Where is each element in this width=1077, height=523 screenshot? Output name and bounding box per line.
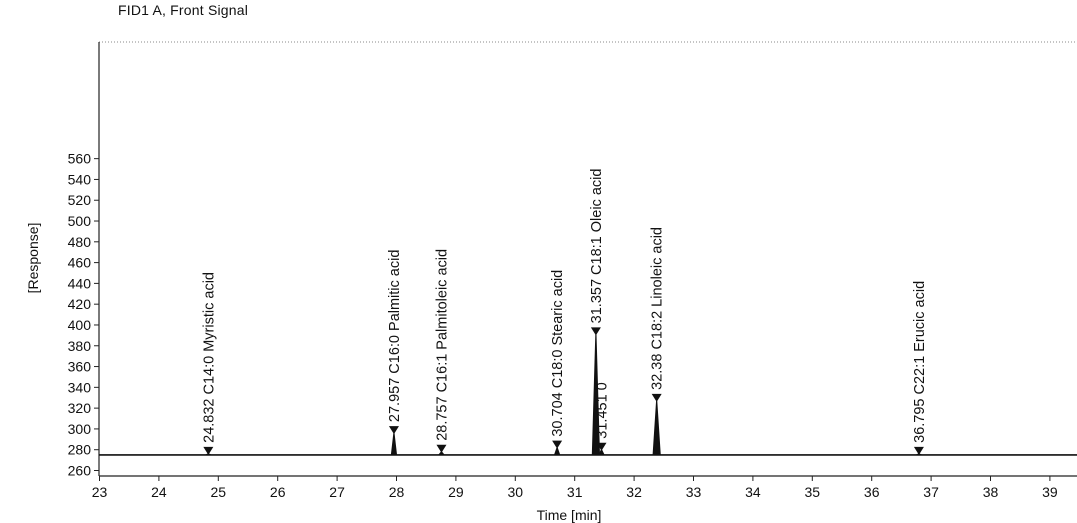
peak-4 (591, 334, 601, 456)
peak-6 (652, 400, 661, 456)
x-tick-label: 39 (1042, 484, 1058, 500)
peak-marker-4 (590, 327, 601, 336)
peak-marker-7 (913, 446, 924, 455)
x-tick-label: 24 (151, 484, 167, 500)
peak-marker-5 (596, 442, 607, 451)
peak-label-5: 31.451 0 (594, 382, 610, 438)
chart-title: FID1 A, Front Signal (118, 2, 249, 18)
y-tick-label: 400 (68, 317, 92, 333)
x-tick-label: 28 (389, 484, 405, 500)
y-tick-label: 260 (68, 463, 92, 479)
y-tick-label: 360 (68, 359, 92, 375)
x-tick-label: 27 (329, 484, 345, 500)
peak-labels: 24.832 C14:0 Myristic acid 27.957 C16:0 P… (201, 169, 928, 443)
peak-label-0: 24.832 C14:0 Myristic acid (201, 272, 217, 443)
y-tick-label: 500 (68, 213, 92, 229)
x-tick-label: 23 (92, 484, 108, 500)
y-axis-label: [Response] (25, 223, 41, 294)
x-tick-label: 25 (211, 484, 227, 500)
peak-markers (203, 327, 924, 455)
y-tick-label: 300 (68, 421, 92, 437)
peak-1 (390, 433, 398, 456)
y-tick-label: 480 (68, 234, 92, 250)
y-tick-label: 340 (68, 379, 92, 395)
x-tick-label: 30 (508, 484, 524, 500)
plot-frame (98, 41, 1077, 477)
y-tick-label: 320 (68, 400, 92, 416)
x-tick-label: 35 (805, 484, 821, 500)
y-tick-label: 440 (68, 275, 92, 291)
x-axis-label: Time [min] (537, 507, 602, 523)
y-tick-label: 280 (68, 442, 92, 458)
signal-trace (99, 334, 1077, 456)
x-tick-label: 37 (923, 484, 939, 500)
peak-marker-1 (388, 426, 399, 435)
peak-marker-3 (552, 440, 563, 449)
x-tick-label: 36 (864, 484, 880, 500)
x-tick-label: 31 (567, 484, 583, 500)
peak-5 (598, 448, 605, 456)
peak-marker-0 (203, 446, 214, 455)
y-tick-label: 380 (68, 338, 92, 354)
y-tick-label: 560 (68, 151, 92, 167)
x-tick-label: 34 (745, 484, 761, 500)
y-tick-label: 540 (68, 171, 92, 187)
x-tick-label: 38 (983, 484, 999, 500)
peak-label-1: 27.957 C16:0 Palmitic acid (387, 250, 403, 423)
y-tick-label: 420 (68, 296, 92, 312)
peak-label-4: 31.357 C18:1 Oleic acid (589, 169, 605, 324)
y-axis: 260 280 300 320 340 360 380 400 420 440 460 480 500 5… (68, 151, 99, 479)
x-tick-label: 26 (270, 484, 286, 500)
peak-label-3: 30.704 C18:0 Stearic acid (550, 270, 566, 437)
peak-marker-2 (436, 444, 447, 453)
peak-marker-6 (651, 393, 662, 402)
peak-label-2: 28.757 C16:1 Palmitoleic acid (434, 249, 450, 441)
x-tick-label: 29 (448, 484, 464, 500)
peak-label-6: 32.38 C18:2 Linoleic acid (650, 227, 666, 390)
y-tick-label: 460 (68, 255, 92, 271)
peak-label-7: 36.795 C22:1 Erucic acid (912, 281, 928, 443)
peak-3 (553, 445, 561, 456)
x-tick-label: 32 (626, 484, 642, 500)
peak-2 (437, 450, 446, 456)
y-tick-label: 520 (68, 192, 92, 208)
x-tick-label: 33 (686, 484, 702, 500)
x-axis: 23 24 25 26 27 28 29 30 31 32 33 34 35 36 37 38 39 (92, 476, 1058, 500)
